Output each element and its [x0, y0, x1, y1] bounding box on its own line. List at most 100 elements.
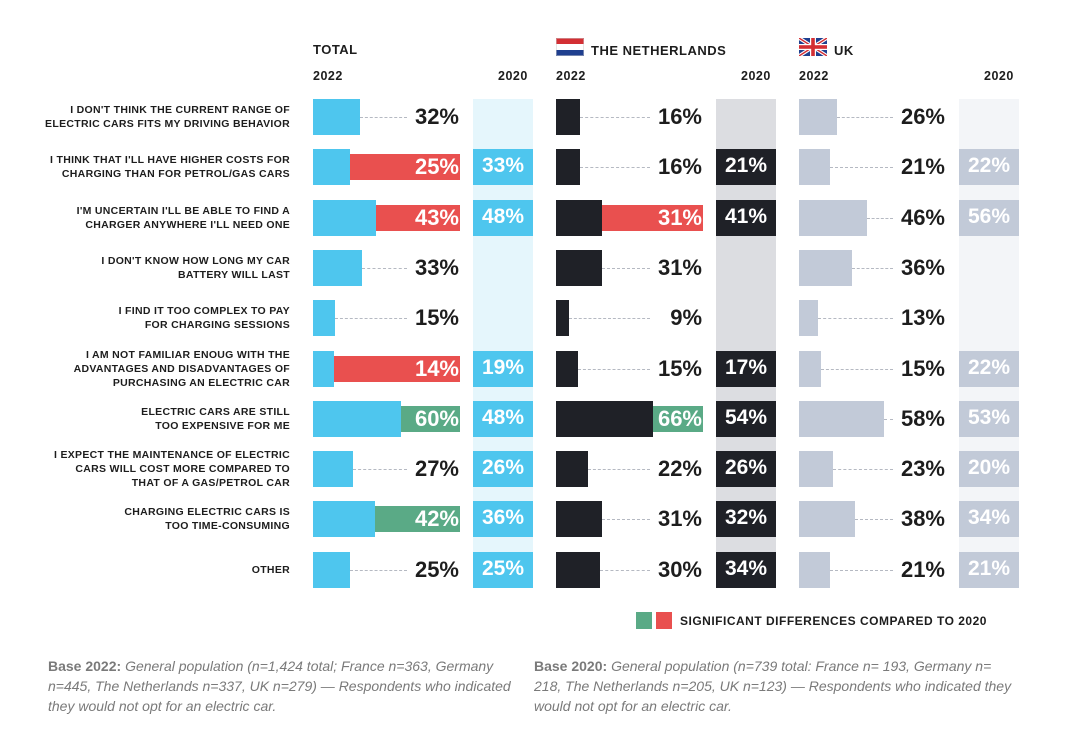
uk-2022-bar — [799, 199, 867, 236]
row-label: ELECTRIC CARS ARE STILL TOO EXPENSIVE FO… — [141, 405, 290, 432]
legend-text: SIGNIFICANT DIFFERENCES COMPARED TO 2020 — [680, 614, 987, 628]
uk-leader-line — [851, 267, 893, 269]
nl-2022-bar — [556, 149, 580, 186]
row-label: I FIND IT TOO COMPLEX TO PAY FOR CHARGIN… — [118, 305, 290, 332]
total-2022-bar — [313, 451, 353, 488]
nl-2022-bar — [556, 350, 579, 387]
uk-leader-line — [829, 569, 893, 571]
total-2022-bar — [313, 99, 361, 135]
nl-leader-line — [579, 117, 650, 118]
total-2022-bar — [313, 551, 350, 588]
netherlands-flag-icon — [556, 38, 584, 56]
total-year-2020: 2020 — [498, 69, 528, 83]
nl-2022-value: 66% — [657, 405, 702, 431]
uk-2022-bar — [799, 149, 830, 186]
uk-2022-bar — [799, 350, 822, 387]
uk-2022-value: 23% — [900, 456, 945, 482]
nl-leader-line — [601, 267, 650, 269]
uk-2022-bar — [799, 99, 838, 135]
nl-2022-value: 15% — [657, 355, 702, 381]
uk-leader-line — [832, 469, 893, 471]
nl-group-title: THE NETHERLANDS — [591, 43, 727, 58]
total-2020-value: 33% — [473, 149, 533, 186]
nl-2022-value: 30% — [657, 556, 702, 582]
uk-2022-bar — [799, 501, 855, 538]
nl-year-2020: 2020 — [741, 69, 771, 83]
base-2022-text: General population (n=1,424 total; Franc… — [48, 658, 511, 714]
nl-2020-value: 21% — [716, 149, 776, 186]
uk-2020-value: 34% — [959, 501, 1019, 538]
row-label: I DON'T KNOW HOW LONG MY CAR BATTERY WIL… — [101, 254, 290, 281]
total-2022-bar — [313, 300, 336, 337]
uk-2022-value: 21% — [900, 556, 945, 582]
uk-2022-value: 13% — [900, 305, 945, 331]
nl-2022-bar — [556, 99, 580, 135]
total-2022-value: 43% — [414, 204, 459, 230]
uk-2022-bar — [799, 551, 830, 588]
nl-2022-value: 31% — [657, 204, 702, 230]
total-2022-value: 60% — [414, 405, 459, 431]
nl-2020-value: 34% — [716, 551, 776, 588]
base-2020-label: Base 2020: — [534, 658, 608, 674]
nl-2022-bar — [556, 551, 601, 588]
uk-2022-bar — [799, 249, 852, 286]
total-2022-bar — [313, 199, 377, 236]
row-label: I DON'T THINK THE CURRENT RANGE OF ELECT… — [45, 104, 290, 130]
uk-2022-value: 46% — [900, 204, 945, 230]
total-2020-value: 36% — [473, 501, 533, 538]
total-2020-value: 26% — [473, 451, 533, 488]
total-2022-bar — [313, 149, 350, 186]
legend-swatch-increase — [636, 612, 652, 629]
total-leader-line — [349, 569, 407, 571]
total-2022-value: 42% — [414, 506, 459, 532]
uk-2022-value: 58% — [900, 405, 945, 431]
nl-leader-line — [578, 368, 650, 370]
total-leader-line — [352, 469, 407, 471]
total-2022-value: 25% — [414, 154, 459, 180]
uk-2022-bar — [799, 400, 885, 437]
uk-leader-line — [866, 217, 893, 219]
total-significance-bar — [375, 204, 460, 231]
total-significance-bar — [400, 405, 460, 432]
nl-2022-bar — [556, 400, 654, 437]
total-significance-bar — [348, 154, 460, 181]
total-2022-value: 32% — [414, 104, 459, 129]
nl-2022-bar — [556, 501, 602, 538]
base-2020-note: Base 2020: General population (n=739 tot… — [534, 656, 1012, 716]
nl-2022-value: 22% — [657, 456, 702, 482]
total-2022-bar — [313, 400, 402, 437]
uk-leader-line — [854, 519, 893, 521]
nl-2020-value: 26% — [716, 451, 776, 488]
nl-leader-line — [601, 519, 650, 521]
row-label: I'M UNCERTAIN I'LL BE ABLE TO FIND A CHA… — [76, 204, 290, 231]
nl-2022-value: 16% — [657, 154, 702, 180]
nl-2020-value: 54% — [716, 400, 776, 437]
uk-2022-bar — [799, 451, 833, 488]
uk-2020-value: 21% — [959, 551, 1019, 588]
nl-2020-value: 32% — [716, 501, 776, 538]
total-2022-value: 27% — [414, 456, 459, 482]
total-2022-value: 33% — [414, 254, 459, 280]
uk-2022-bar — [799, 300, 819, 337]
nl-2020-value: 41% — [716, 199, 776, 236]
nl-2020-value: 17% — [716, 350, 776, 387]
nl-2022-bar — [556, 451, 589, 488]
total-2022-bar — [313, 350, 334, 387]
total-2020-value: 48% — [473, 400, 533, 437]
base-2022-note: Base 2022: General population (n=1,424 t… — [48, 656, 526, 716]
total-2020-value: 19% — [473, 350, 533, 387]
nl-2022-value: 31% — [657, 506, 702, 532]
total-2022-bar — [313, 501, 375, 538]
total-leader-line — [360, 117, 407, 118]
uk-2020-value: 56% — [959, 199, 1019, 236]
uk-2020-value: 22% — [959, 149, 1019, 186]
total-2020-value: 25% — [473, 551, 533, 588]
uk-2022-value: 15% — [900, 355, 945, 381]
uk-year-2022: 2022 — [799, 69, 829, 83]
total-leader-line — [361, 267, 407, 269]
nl-leader-line — [600, 569, 650, 571]
uk-2020-value: 22% — [959, 350, 1019, 387]
total-2022-value: 14% — [414, 355, 459, 381]
nl-leader-line — [588, 469, 650, 471]
